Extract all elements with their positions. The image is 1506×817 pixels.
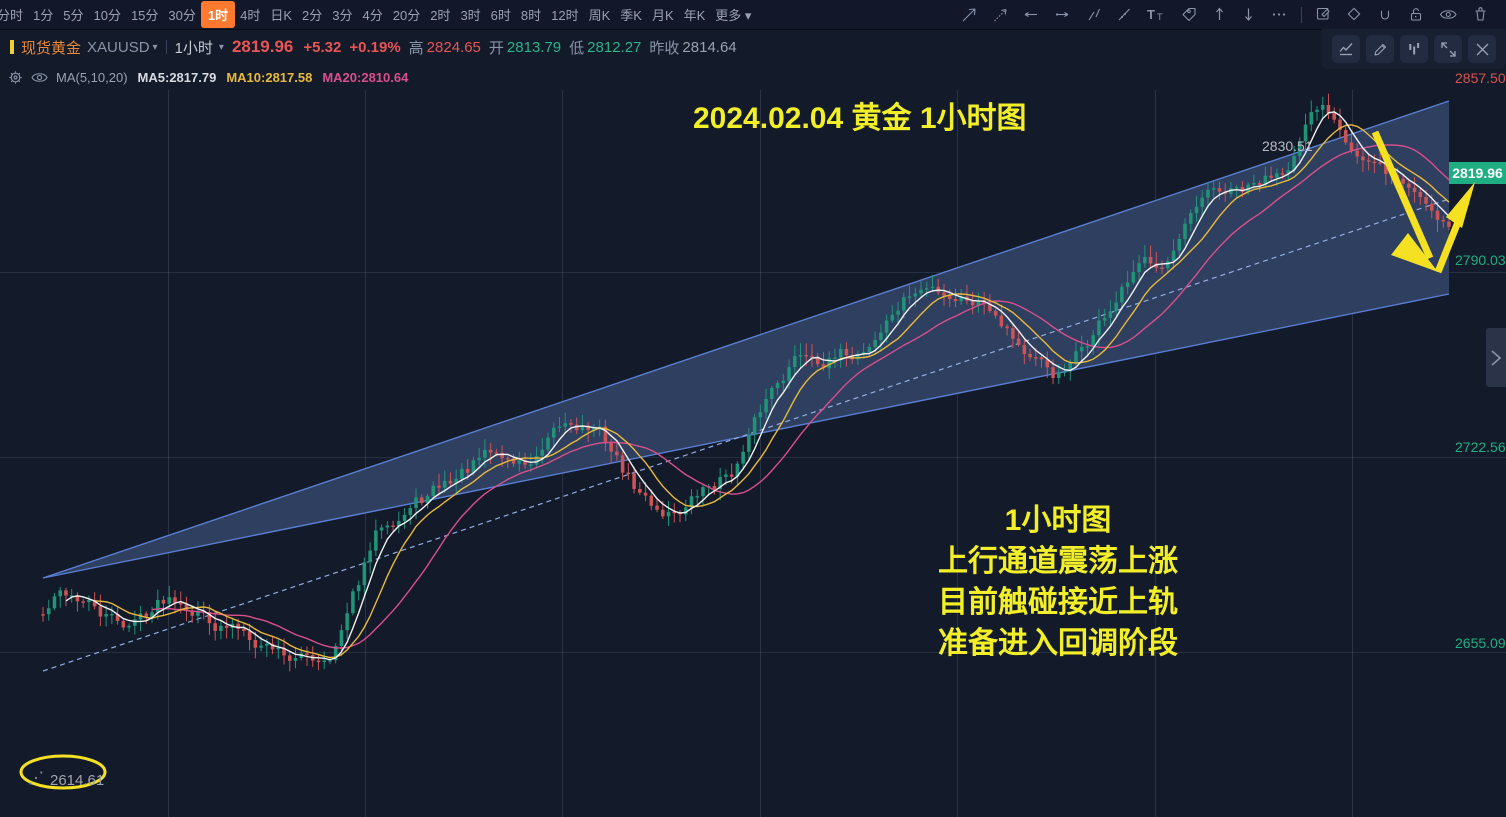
svg-text:T: T [1157,12,1163,22]
svg-text:T: T [1147,7,1155,22]
